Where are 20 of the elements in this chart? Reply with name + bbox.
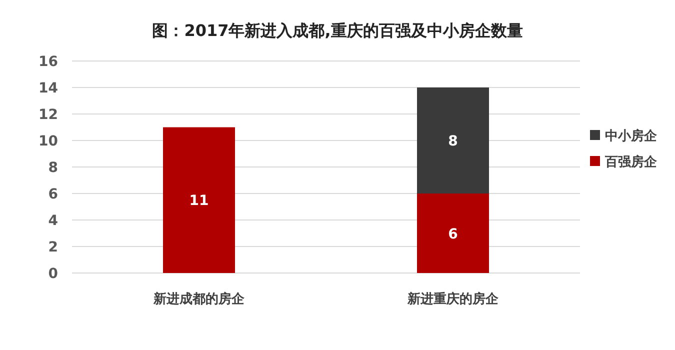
legend-label: 中小房企 [605, 128, 658, 144]
y-tick-label: 12 [38, 107, 58, 123]
data-label: 8 [448, 134, 458, 150]
y-tick-label: 16 [38, 54, 58, 70]
y-tick-label: 4 [48, 213, 58, 229]
bar [417, 88, 489, 194]
bar [163, 127, 235, 273]
bar [417, 194, 489, 273]
y-tick-label: 0 [48, 266, 58, 282]
y-tick-label: 14 [38, 80, 58, 96]
chart-title: 图：2017年新进入成都,重庆的百强及中小房企数量 [152, 21, 523, 40]
x-tick-label: 新进重庆的房企 [406, 291, 500, 307]
y-tick-label: 8 [48, 160, 58, 176]
data-label: 11 [189, 193, 209, 210]
legend-label: 百强房企 [604, 154, 658, 170]
y-tick-label: 10 [38, 134, 58, 150]
y-tick-label: 2 [48, 240, 58, 256]
y-tick-label: 6 [48, 186, 58, 202]
x-tick-label: 新进成都的房企 [152, 291, 246, 307]
data-label: 6 [448, 226, 458, 242]
